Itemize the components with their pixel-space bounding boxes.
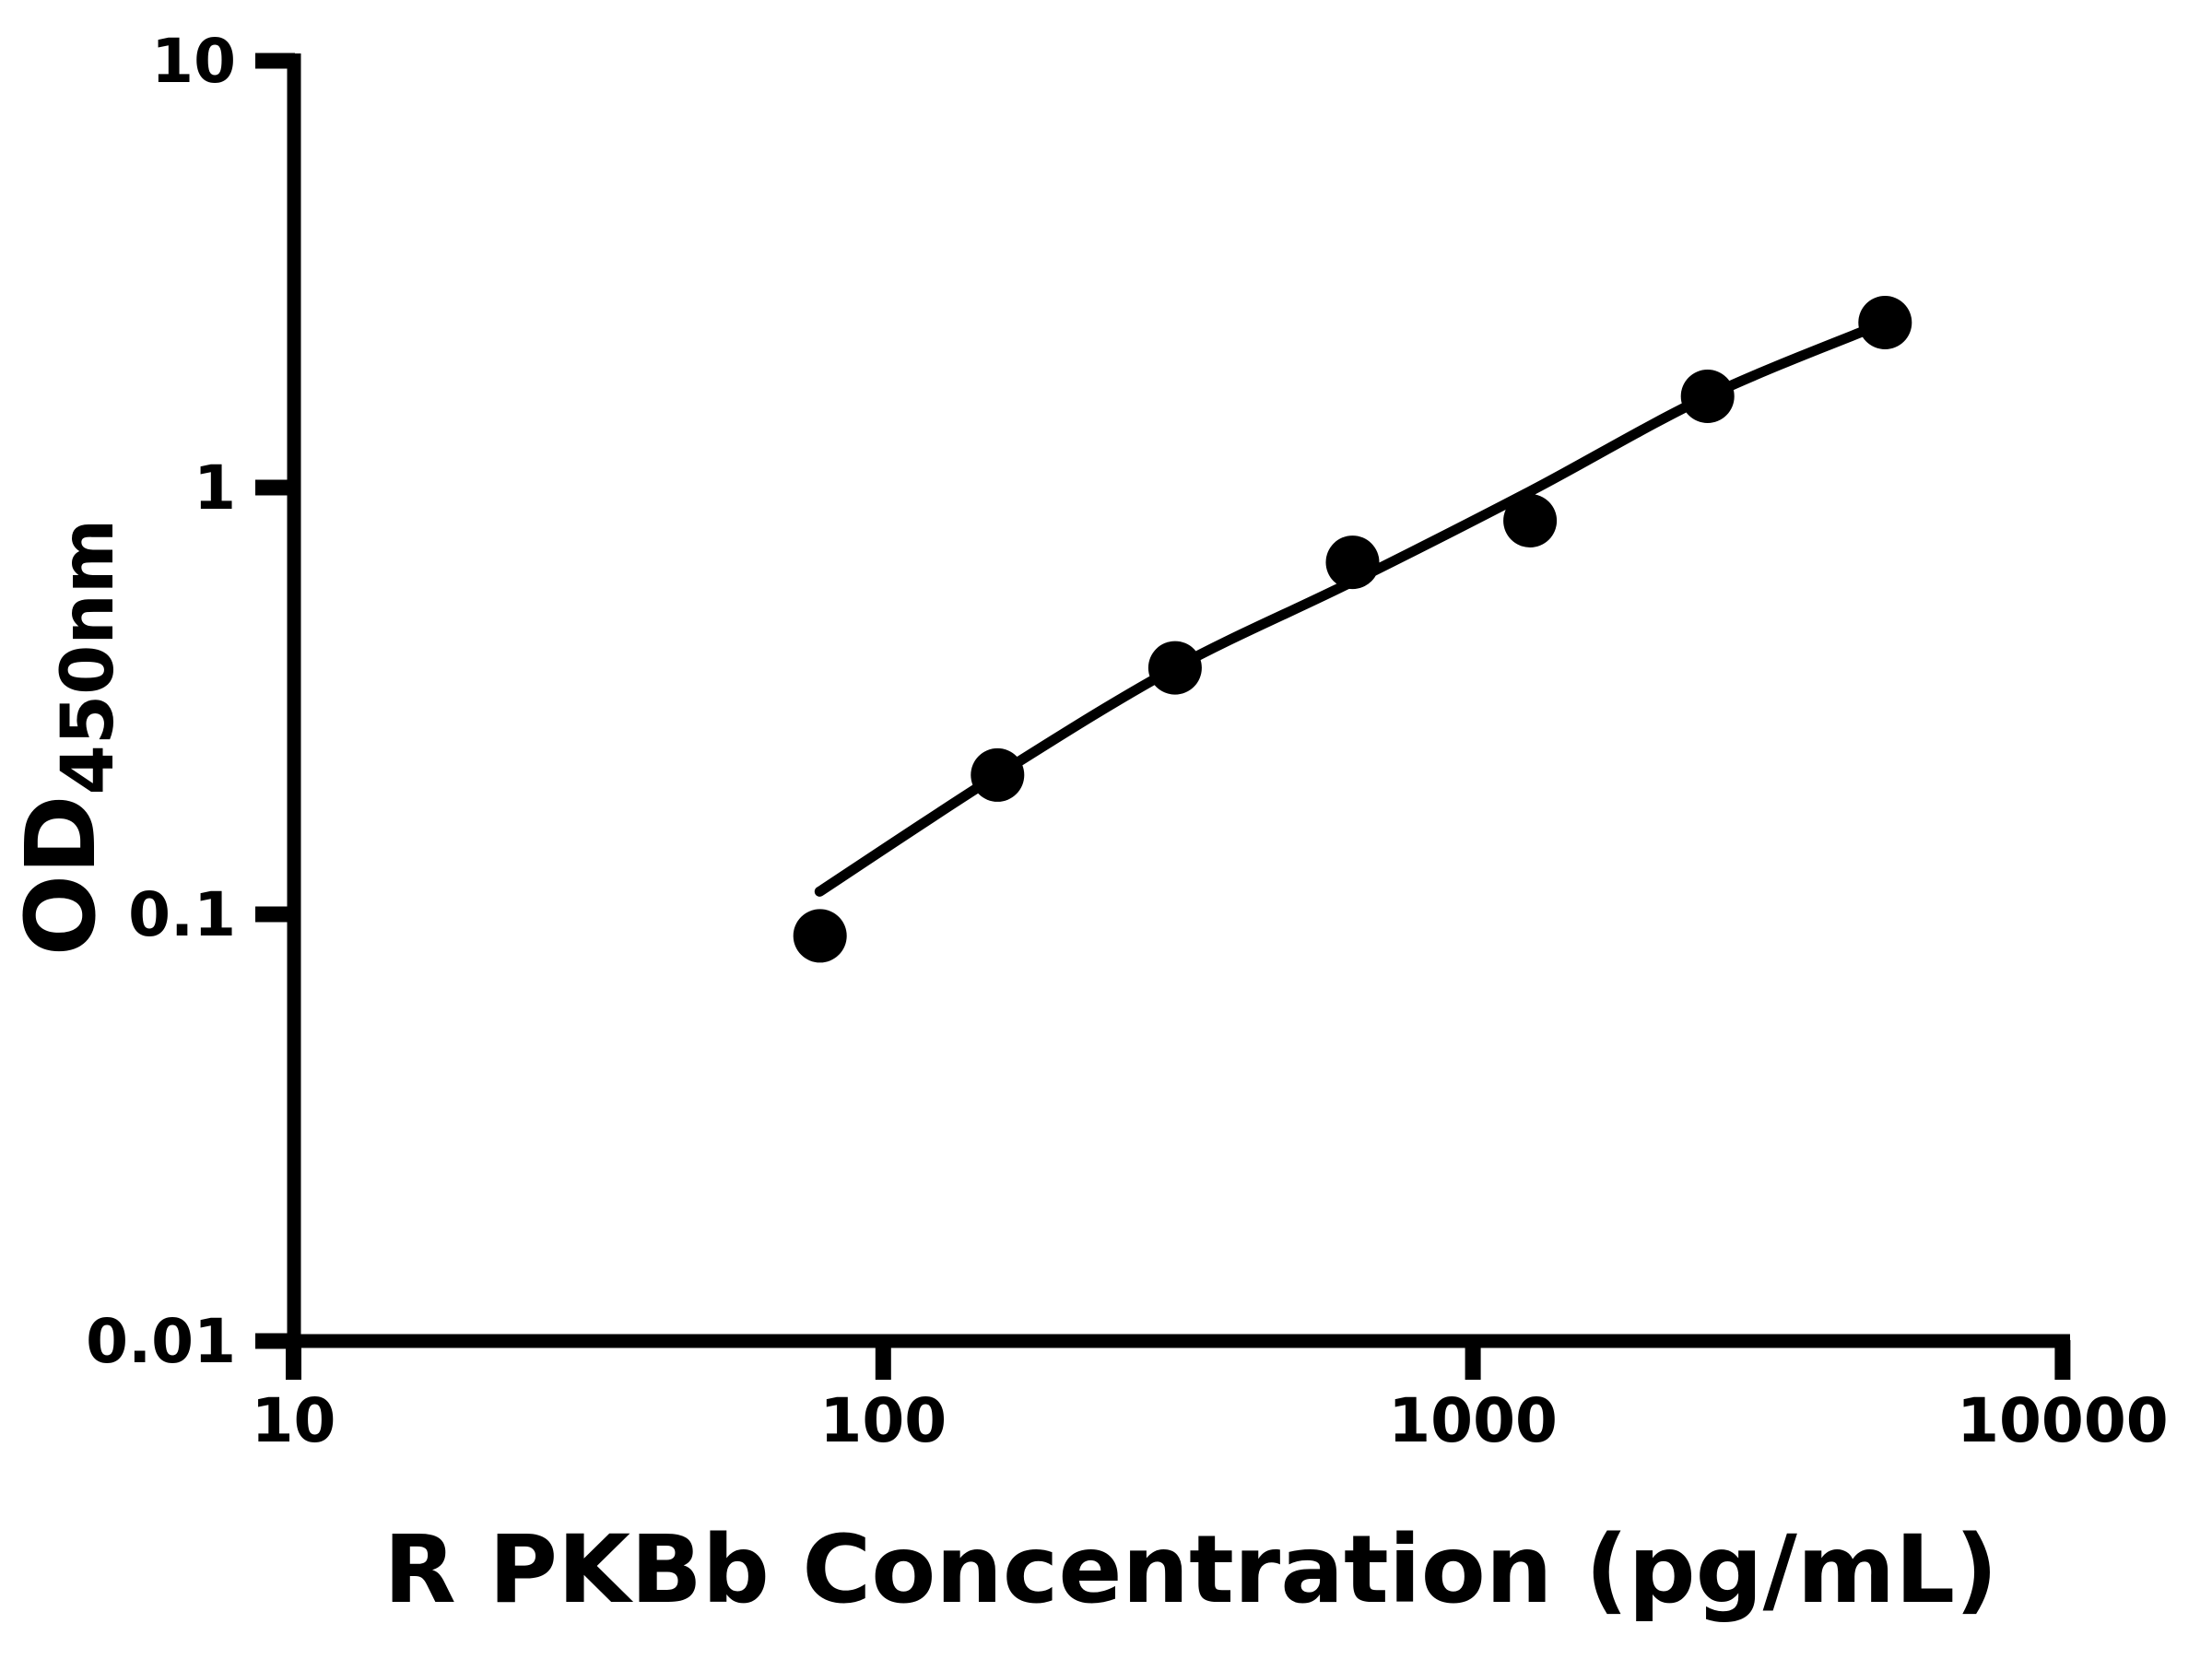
data-point [1325, 535, 1380, 590]
x-tick-label: 100 [819, 1385, 947, 1456]
y-tick-label: 0.1 [128, 879, 236, 950]
y-tick-label: 10 [151, 26, 236, 97]
data-point [1680, 370, 1735, 423]
y-axis-title-base: OD [5, 794, 117, 956]
axes [255, 53, 2071, 1380]
y-axis-title-subscript: 450nm [47, 519, 130, 795]
y-axis-title: OD450nm [5, 519, 130, 956]
data-point [1503, 494, 1558, 547]
x-tick-label: 10 [252, 1385, 336, 1456]
data-point [1147, 641, 1202, 695]
data-point [1858, 296, 1912, 349]
y-tick-label: 1 [194, 453, 236, 524]
x-tick-label: 1000 [1388, 1385, 1558, 1456]
data-point [971, 747, 1025, 802]
x-tick-label: 10000 [1957, 1385, 2169, 1456]
y-tick-label: 0.01 [86, 1306, 236, 1377]
x-axis-title: R PKBb Concentration (pg/mL) [383, 1515, 1998, 1625]
data-marks [793, 296, 1912, 963]
data-point [793, 909, 847, 963]
